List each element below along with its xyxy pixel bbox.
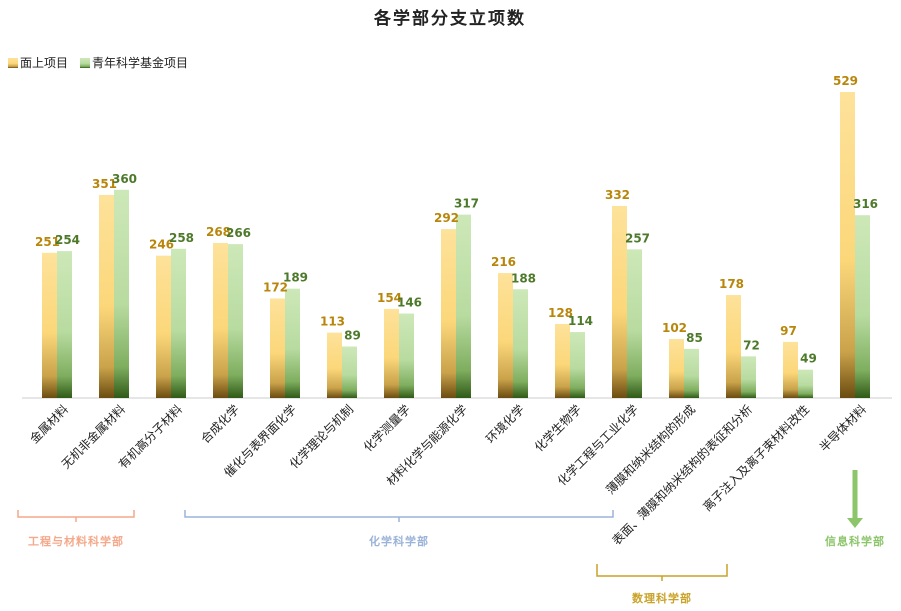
x-tick-label: 环境化学 <box>483 402 528 447</box>
value-label-series-1: 351 <box>92 177 117 191</box>
value-label-series-2: 72 <box>743 338 760 352</box>
group-bracket <box>596 564 728 577</box>
value-label-series-2: 316 <box>853 197 878 211</box>
bar-series-1 <box>840 92 855 398</box>
value-label-series-1: 529 <box>833 74 858 88</box>
bar-series-1 <box>555 323 570 398</box>
legend-label-series-2: 青年科学基金项目 <box>92 55 188 70</box>
value-label-series-2: 85 <box>686 331 703 345</box>
value-label-series-1: 178 <box>719 277 744 291</box>
bar-series-1 <box>498 273 513 398</box>
x-tick-label: 合成化学 <box>198 402 243 447</box>
value-label-series-1: 172 <box>263 281 288 295</box>
group-bracket <box>184 510 614 518</box>
bar-series-2 <box>798 369 813 398</box>
value-label-series-1: 113 <box>320 315 345 329</box>
bar-series-2 <box>171 248 186 398</box>
bar-series-1 <box>156 255 171 398</box>
bar-series-2 <box>399 313 414 398</box>
bar-series-1 <box>669 338 684 398</box>
group-arrow-head-icon <box>847 518 863 528</box>
value-label-series-1: 128 <box>548 306 573 320</box>
bar-series-2 <box>627 249 642 398</box>
x-tick-label: 半导体材料 <box>817 402 869 454</box>
value-label-series-2: 146 <box>397 296 422 310</box>
bar-series-1 <box>612 205 627 398</box>
value-label-series-2: 266 <box>226 226 251 240</box>
bar-series-1 <box>783 341 798 398</box>
value-label-series-2: 188 <box>511 271 536 285</box>
value-label-series-2: 189 <box>283 271 308 285</box>
bar-series-1 <box>441 229 456 398</box>
value-label-series-2: 89 <box>344 329 361 343</box>
value-label-series-1: 292 <box>434 211 459 225</box>
x-tick-label: 化学生物学 <box>531 402 584 455</box>
value-label-series-2: 49 <box>800 352 817 366</box>
legend-label-series-1: 面上项目 <box>20 56 68 70</box>
bar-series-2 <box>342 346 357 398</box>
legend-swatch-series-1 <box>8 58 18 68</box>
group-label: 信息科学部 <box>825 534 885 548</box>
value-label-series-2: 360 <box>112 172 137 186</box>
group-label: 化学科学部 <box>369 534 429 548</box>
bar-series-1 <box>213 242 228 398</box>
x-tick-label: 离子注入及离子束材料改性 <box>700 402 812 514</box>
bar-series-2 <box>684 348 699 398</box>
value-label-series-2: 257 <box>625 231 650 245</box>
value-label-series-1: 154 <box>377 291 402 305</box>
legend-swatch-series-2 <box>80 58 90 68</box>
value-label-series-2: 258 <box>169 231 194 245</box>
bar-series-1 <box>99 194 114 398</box>
value-label-series-2: 114 <box>568 314 593 328</box>
bar-series-2 <box>570 332 585 398</box>
value-label-series-1: 97 <box>780 324 797 338</box>
bar-series-1 <box>384 308 399 398</box>
bar-series-2 <box>228 244 243 398</box>
bar-series-2 <box>855 215 870 398</box>
bar-series-1 <box>42 252 57 398</box>
value-label-series-2: 317 <box>454 197 479 211</box>
bar-series-2 <box>57 251 72 398</box>
value-label-series-1: 102 <box>662 321 687 335</box>
chart-title: 各学部分支立项数 <box>373 8 526 29</box>
group-label: 工程与材料科学部 <box>28 534 124 548</box>
value-label-series-1: 332 <box>605 188 630 202</box>
bar-series-2 <box>114 189 129 398</box>
x-tick-label: 金属材料 <box>27 402 72 447</box>
group-bracket <box>17 510 135 518</box>
value-label-series-1: 251 <box>35 235 60 249</box>
bar-series-1 <box>327 332 342 398</box>
bar-series-2 <box>741 356 756 398</box>
bar-series-2 <box>285 288 300 398</box>
bar-series-1 <box>270 298 285 398</box>
group-label: 数理科学部 <box>632 591 692 605</box>
x-tick-label: 化学测量学 <box>360 402 413 455</box>
value-label-series-1: 268 <box>206 225 231 239</box>
value-label-series-1: 246 <box>149 238 174 252</box>
bar-series-2 <box>513 289 528 398</box>
bar-series-1 <box>726 295 741 398</box>
legend: 面上项目 青年科学基金项目 <box>8 55 188 70</box>
bar-series-2 <box>456 214 471 398</box>
value-label-series-2: 254 <box>55 233 80 247</box>
value-label-series-1: 216 <box>491 255 516 269</box>
bars-layer <box>42 92 870 398</box>
